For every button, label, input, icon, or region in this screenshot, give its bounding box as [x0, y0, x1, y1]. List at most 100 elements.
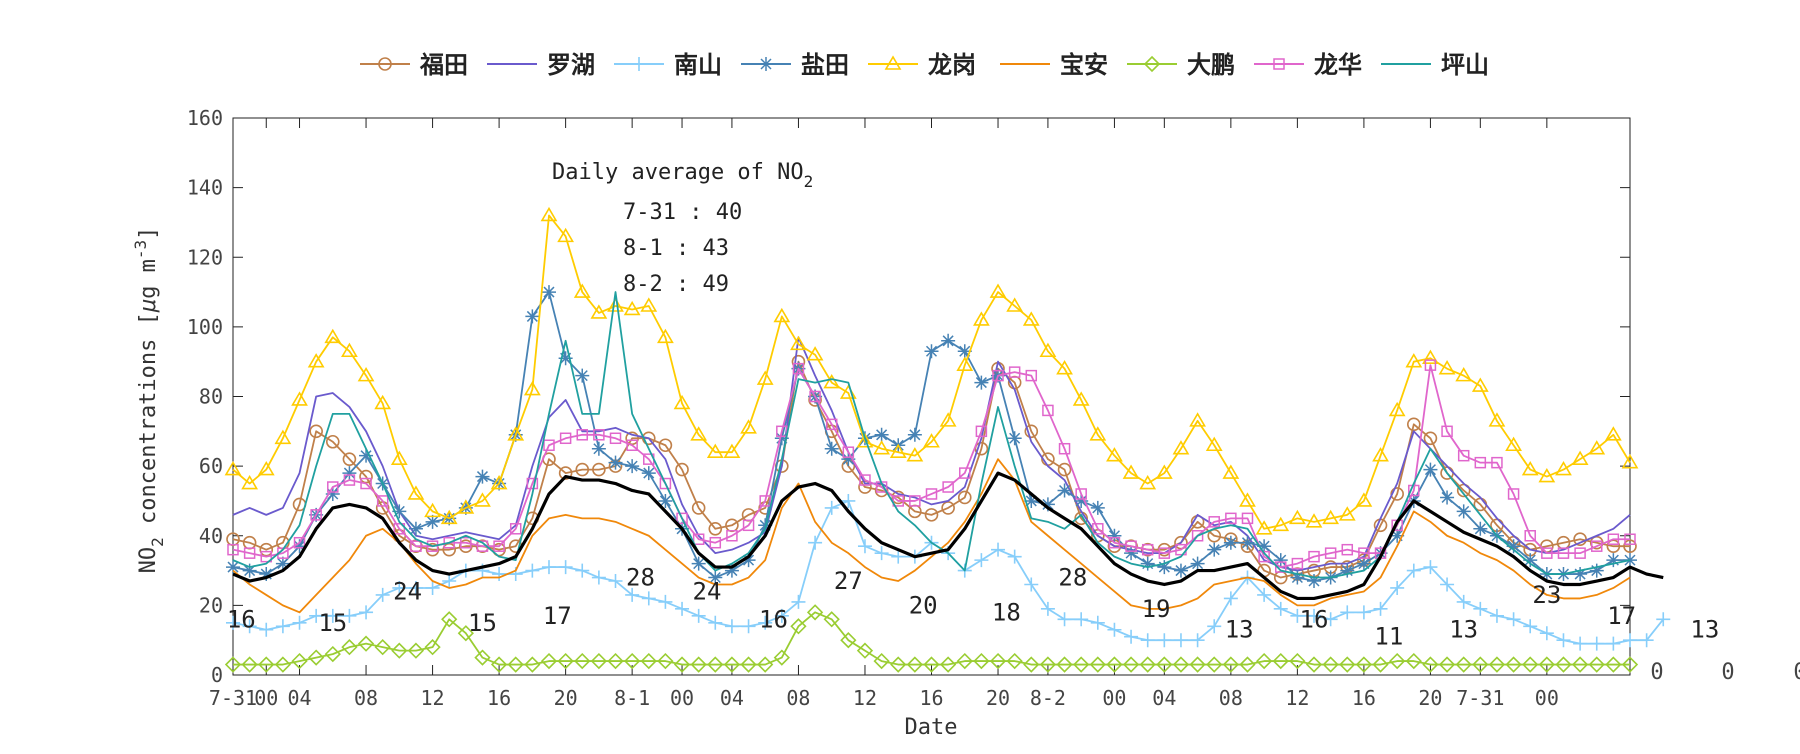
series-point-6 [241, 656, 258, 673]
series-point-3 [641, 466, 656, 481]
series-point-3 [1240, 535, 1255, 550]
legend-label-4: 龙岗 [928, 51, 976, 79]
series-point-3 [1356, 556, 1371, 571]
series-point-7 [726, 530, 738, 542]
series-point-7 [942, 481, 954, 493]
annotation-title-text: Daily average of NO [552, 160, 804, 185]
series-point-7 [310, 509, 322, 521]
series-point-6 [906, 656, 924, 673]
series-point-3 [724, 563, 739, 578]
series-point-7 [1524, 530, 1536, 542]
series-point-6 [1505, 656, 1522, 673]
series-point-4 [224, 461, 242, 476]
data-label: 28 [1058, 564, 1087, 592]
series-point-3 [242, 563, 257, 578]
data-label: 11 [1374, 623, 1403, 651]
data-label: 16 [1300, 605, 1329, 633]
series-point-4 [1205, 436, 1223, 452]
series-point-6 [490, 656, 508, 673]
series-point-7 [1308, 550, 1320, 563]
series-point-6 [657, 652, 674, 670]
series-point-4 [923, 433, 940, 448]
series-point-3 [525, 309, 540, 324]
series-point-0 [658, 438, 673, 453]
series-point-4 [706, 443, 724, 459]
series-point-0 [1406, 417, 1421, 432]
series-point-2 [591, 570, 606, 585]
y-tick-label: 60 [199, 454, 223, 478]
x-tick-label: 12 [1285, 686, 1309, 710]
series-point-7 [559, 432, 572, 445]
series-point-4 [291, 391, 308, 406]
series-point-7 [909, 495, 921, 507]
series-point-3 [1074, 493, 1089, 508]
series-point-4 [1272, 516, 1290, 532]
series-point-0 [309, 424, 323, 439]
series-point-2 [292, 615, 307, 630]
series-point-6 [1289, 652, 1306, 670]
series-point-4 [973, 311, 990, 326]
series-point-4 [1455, 367, 1473, 382]
series-point-6 [690, 656, 707, 673]
series-point-7 [809, 390, 821, 403]
series-point-2 [1074, 612, 1089, 627]
series-point-7 [1624, 533, 1636, 545]
series-point-4 [573, 283, 591, 298]
x-tick-label: 08 [1219, 686, 1243, 710]
series-point-3 [974, 375, 989, 390]
data-label: 17 [543, 602, 572, 630]
series-point-4 [1072, 391, 1090, 406]
y-tick-label: 140 [187, 176, 223, 200]
series-point-4 [507, 426, 525, 441]
series-point-6 [457, 625, 474, 642]
series-point-4 [756, 370, 774, 385]
series-point-2 [275, 619, 290, 634]
series-point-4 [1239, 492, 1256, 507]
series-point-2 [1473, 601, 1488, 616]
series-point-2 [1107, 622, 1122, 637]
series-point-7 [1108, 536, 1121, 549]
series-point-2 [1406, 563, 1421, 578]
series-point-3 [392, 504, 407, 519]
series-point-7 [1557, 547, 1570, 559]
series-point-4 [690, 426, 708, 441]
series-point-4 [723, 443, 741, 459]
series-point-6 [1438, 656, 1456, 673]
series-point-7 [410, 540, 422, 552]
series-point-6 [374, 639, 391, 656]
series-point-2 [359, 605, 374, 620]
series-point-0 [575, 462, 590, 477]
series-point-6 [1239, 656, 1256, 673]
series-point-2 [226, 615, 240, 630]
series-point-3 [226, 560, 240, 575]
data-label: 15 [468, 609, 497, 637]
y-label-part-pre: NO [136, 547, 161, 574]
series-point-0 [1057, 462, 1072, 477]
series-point-2 [991, 542, 1006, 557]
series-point-7 [892, 495, 904, 507]
series-point-2 [658, 594, 673, 609]
series-point-3 [591, 441, 606, 456]
series-point-2 [1390, 580, 1405, 595]
series-point-6 [1389, 652, 1406, 670]
series-point-6 [1222, 656, 1239, 673]
series-point-3 [1473, 521, 1488, 536]
outside-zero-label: 0 [1793, 660, 1800, 685]
series-point-2 [1356, 605, 1371, 620]
series-point-2 [1556, 633, 1571, 648]
series-point-4 [390, 450, 408, 465]
series-point-3 [658, 493, 673, 508]
series-point-4 [1039, 342, 1057, 358]
series-point-3 [259, 567, 274, 582]
series-point-3 [841, 452, 856, 467]
y-label-part-post: g m [136, 259, 161, 299]
series-point-3 [475, 469, 490, 484]
series-point-4 [856, 433, 874, 448]
series-point-2 [242, 619, 257, 634]
series-point-3 [359, 448, 374, 463]
series-point-4 [657, 328, 674, 344]
series-point-6 [1555, 656, 1572, 673]
series-point-7 [227, 543, 239, 556]
series-point-2 [1589, 636, 1604, 651]
